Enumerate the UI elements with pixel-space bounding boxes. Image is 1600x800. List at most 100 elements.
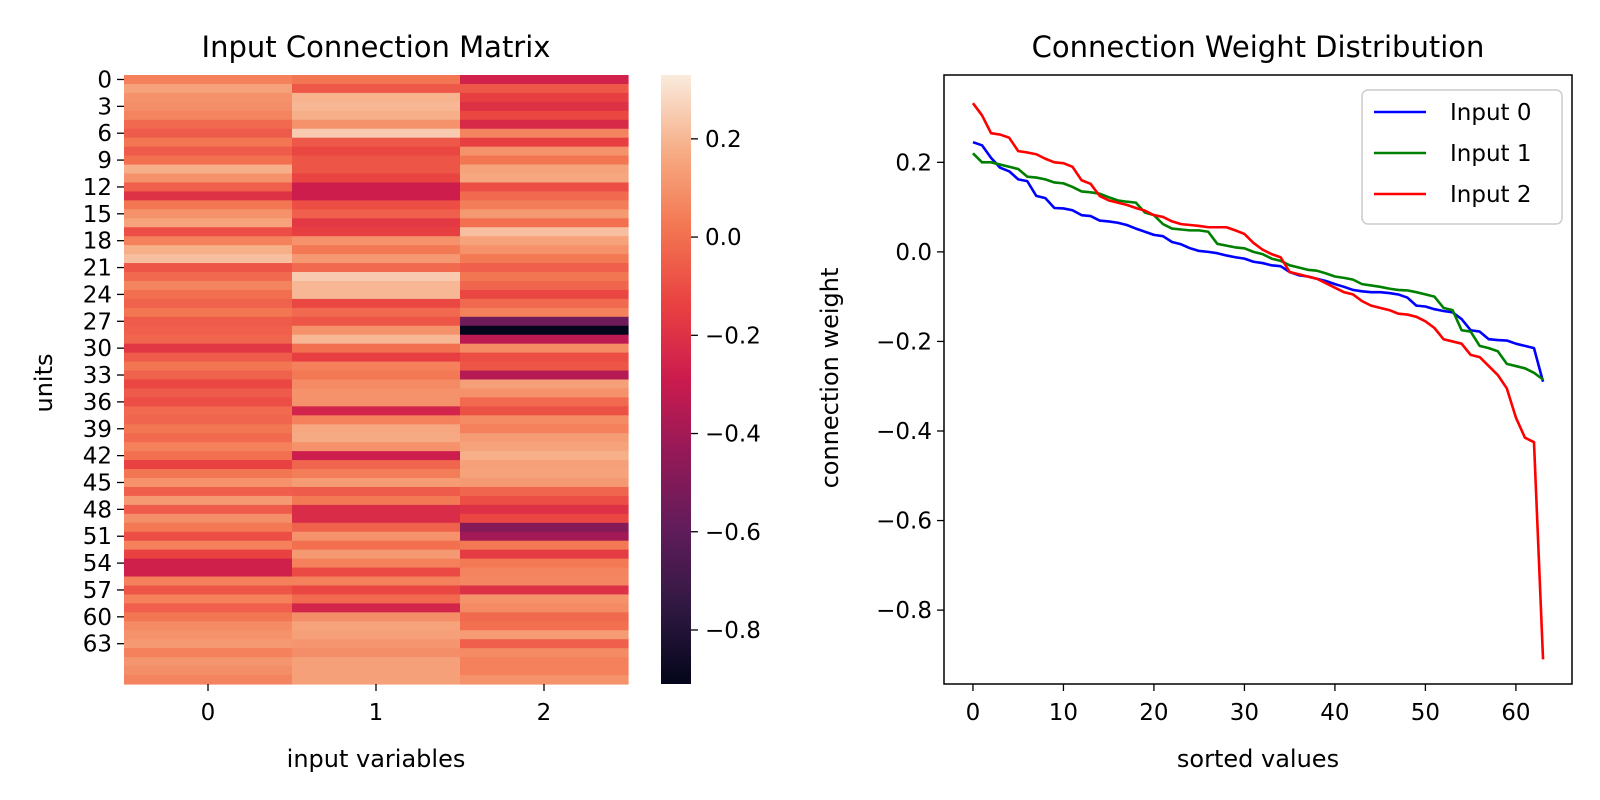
heatmap-cell (124, 110, 293, 121)
heatmap-cell (124, 227, 293, 237)
line-x-ticks: 0 10 20 30 40 50 60 (966, 684, 1531, 726)
heatmap-cell (292, 209, 461, 219)
legend-label-0: Input 0 (1450, 100, 1532, 126)
heatmap-cell (124, 576, 293, 587)
heatmap-cell (124, 307, 293, 318)
heatmap-cell (124, 630, 293, 640)
heatmap-cell (124, 182, 293, 193)
colorbar-tick-label: 0.2 (705, 127, 742, 153)
heatmap-cell (460, 549, 629, 560)
heatmap-cell (460, 433, 629, 443)
heatmap-cell (460, 173, 629, 184)
heatmap-y-tick-label: 0 (97, 67, 112, 93)
heatmap-cell (292, 75, 461, 85)
heatmap-cell (124, 146, 293, 157)
heatmap-cell (460, 200, 629, 210)
heatmap-cell (292, 119, 461, 130)
colorbar-tick-label: −0.2 (705, 323, 761, 349)
line-y-axis-label: connection weight (816, 268, 844, 489)
heatmap-cell (460, 513, 629, 524)
heatmap-cell (460, 603, 629, 613)
line-y-tick-label: 0.0 (895, 240, 932, 266)
heatmap-title: Input Connection Matrix (202, 30, 551, 64)
heatmap-cell (124, 612, 293, 622)
legend-label-2: Input 2 (1450, 182, 1532, 208)
heatmap-cell (460, 191, 629, 201)
heatmap-cell (292, 433, 461, 443)
heatmap-cell (292, 666, 461, 676)
heatmap-cell (124, 469, 293, 479)
line-x-tick-label: 40 (1320, 700, 1349, 726)
heatmap-cell (124, 280, 293, 291)
heatmap-cell (460, 424, 629, 434)
heatmap-cell (292, 343, 461, 354)
line-x-tick-label: 60 (1501, 700, 1530, 726)
heatmap-cell (124, 478, 293, 488)
heatmap-cell (124, 289, 293, 300)
heatmap-cell (292, 361, 461, 372)
heatmap-cell (124, 245, 293, 255)
heatmap-cell (292, 236, 461, 246)
heatmap-cell (460, 280, 629, 291)
heatmap-cell (292, 272, 461, 282)
heatmap-cell (124, 549, 293, 560)
heatmap-y-tick-label: 9 (97, 148, 112, 174)
heatmap-cell (292, 486, 461, 497)
heatmap-cell (124, 83, 293, 94)
heatmap-cell (124, 361, 293, 372)
heatmap-cell (460, 155, 629, 166)
heatmap-cell (124, 495, 293, 506)
heatmap-cell (460, 307, 629, 318)
heatmap-cell (460, 263, 629, 273)
heatmap-cell (124, 200, 293, 210)
heatmap-cell (124, 272, 293, 282)
heatmap-cell (124, 325, 293, 336)
heatmap-cell (460, 334, 629, 345)
heatmap-cell (292, 164, 461, 175)
heatmap-cell (292, 469, 461, 479)
heatmap-cell (292, 227, 461, 237)
heatmap-y-tick-label: 63 (83, 632, 112, 658)
heatmap-cell (292, 173, 461, 184)
heatmap-cell (124, 343, 293, 354)
heatmap-cell (292, 603, 461, 613)
heatmap-cell (292, 137, 461, 148)
heatmap-cell (460, 209, 629, 219)
heatmap-y-tick-label: 39 (83, 417, 112, 443)
heatmap-cell (292, 370, 461, 381)
heatmap-cell (460, 486, 629, 497)
heatmap-cell (124, 137, 293, 148)
heatmap-cell (292, 415, 461, 425)
heatmap-x-tick-label: 2 (537, 700, 552, 726)
heatmap-cell (124, 657, 293, 667)
heatmap-cell (292, 316, 461, 327)
heatmap-cell (292, 513, 461, 524)
heatmap-y-tick-label: 36 (83, 390, 112, 416)
legend: Input 0 Input 1 Input 2 (1361, 89, 1563, 225)
heatmap-cell (292, 451, 461, 461)
heatmap-cell (460, 218, 629, 228)
heatmap-y-tick-label: 45 (83, 470, 112, 496)
heatmap-cell (292, 549, 461, 560)
heatmap-cell (460, 227, 629, 237)
heatmap-cell (292, 289, 461, 300)
heatmap-cell (292, 522, 461, 533)
heatmap-cell (460, 119, 629, 130)
heatmap-cell (292, 334, 461, 345)
heatmap-cell (292, 558, 461, 569)
heatmap-cell (292, 352, 461, 363)
heatmap-cell (124, 352, 293, 363)
heatmap-cell (124, 397, 293, 407)
heatmap-cell (460, 451, 629, 461)
heatmap-cell (460, 675, 629, 685)
heatmap-cell (292, 531, 461, 542)
heatmap-cell (124, 442, 293, 452)
heatmap-cell (292, 424, 461, 434)
heatmap-cell (460, 245, 629, 255)
line-x-tick-label: 10 (1049, 700, 1078, 726)
line-series-group (971, 102, 1545, 660)
heatmap-cell (460, 469, 629, 479)
heatmap-cell (124, 209, 293, 219)
line-y-ticks: 0.2 0.0 −0.2 −0.4 −0.6 −0.8 (876, 150, 944, 624)
heatmap-cell (124, 415, 293, 425)
